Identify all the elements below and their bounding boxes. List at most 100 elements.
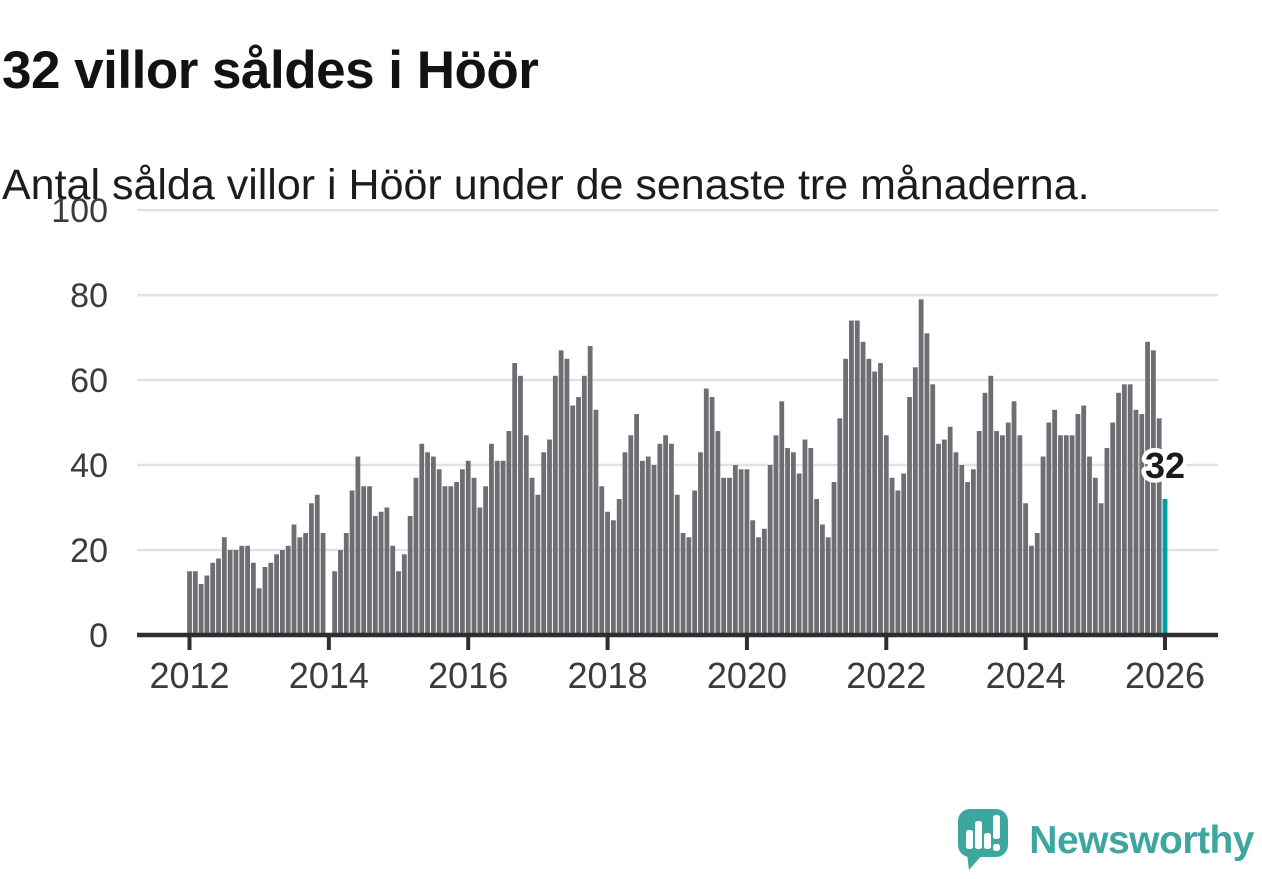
bar [448,486,454,635]
bar [291,524,297,635]
bar [605,511,610,635]
bar [419,443,425,635]
bar [610,520,616,635]
bar [367,486,372,635]
bar [796,473,802,635]
bar [703,388,709,635]
bar [413,477,419,635]
bar [378,511,384,635]
bar [779,401,785,635]
bar [587,346,593,635]
chart-subtitle: Antal sålda villor i Höör under de senas… [2,161,1090,209]
bar [924,333,930,635]
bar [1139,414,1145,635]
bar [529,477,535,635]
bar [547,439,552,635]
bar [274,554,279,635]
bar [535,494,541,635]
bar [895,490,901,635]
bar [727,477,732,635]
bar [628,435,634,635]
bar [825,537,831,635]
bar [309,503,314,635]
bar [669,443,674,635]
x-tick-label: 2024 [986,655,1066,696]
bar [674,494,680,635]
bar [425,452,430,635]
bar [570,405,576,635]
bar [1092,477,1098,635]
bar [744,469,750,635]
y-tick-label: 20 [70,532,108,570]
bar [761,528,767,635]
bar [506,431,512,635]
bar [1063,435,1069,635]
bar [808,448,814,635]
bar [750,520,756,635]
bar [1046,422,1052,635]
bar [268,562,274,635]
bar [976,431,982,635]
bar [384,507,390,635]
bar [361,486,367,635]
bar [738,469,744,635]
bar [970,469,976,635]
bar [692,490,698,635]
x-tick-label: 2026 [1125,655,1205,696]
bar [820,524,825,635]
bar [802,439,808,635]
bar [982,392,988,635]
bar [854,320,860,635]
bar [1011,401,1017,635]
bar [198,584,204,635]
bar [1052,409,1058,635]
bar [204,575,210,635]
bar [401,554,407,635]
bar [442,486,448,635]
x-tick-label: 2022 [846,655,926,696]
bar [239,545,245,635]
bar [407,516,413,635]
y-tick-label: 60 [70,362,108,400]
bar [785,448,790,635]
bar [256,588,262,635]
bar [558,350,564,635]
bar [523,435,529,635]
bar [465,460,471,635]
bar [773,435,779,635]
bar [767,465,773,635]
bar [849,320,854,635]
x-tick-label: 2020 [707,655,787,696]
y-tick-label: 0 [89,617,108,655]
bar [936,443,941,635]
bar [1121,384,1127,635]
bar [1127,384,1133,635]
bar [680,533,686,635]
bar [593,409,599,635]
bar [965,482,970,635]
bar [616,499,622,635]
bar [1116,392,1121,635]
bar [512,363,518,635]
bar [866,358,872,635]
bar [1145,341,1150,635]
bar [245,545,250,635]
bar [483,486,489,635]
bar [622,452,628,635]
bar [814,499,820,635]
bar [918,299,924,635]
x-tick-label: 2016 [428,655,508,696]
bar [192,571,198,635]
bar [285,545,291,635]
highlighted-bar [1162,499,1168,635]
bar [430,456,436,635]
bar [581,375,587,635]
bar [1040,456,1046,635]
bar [657,443,663,635]
bar [651,465,657,635]
last-value-label: 32 [1145,445,1185,486]
bar [988,375,994,635]
bar [1017,435,1023,635]
bar [1133,409,1139,635]
bar [721,477,727,635]
